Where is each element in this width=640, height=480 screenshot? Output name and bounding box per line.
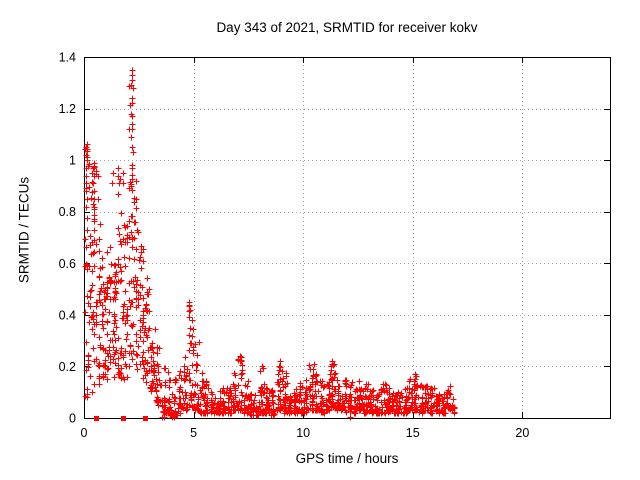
y-tick-label: 1 — [69, 154, 76, 168]
tick-marks — [84, 57, 610, 419]
grid-lines — [84, 57, 610, 418]
x-tick-label: 10 — [296, 426, 310, 440]
data-points-plus — [82, 67, 458, 421]
x-tick-label: 5 — [190, 426, 197, 440]
y-tick-label: 0.6 — [59, 257, 76, 271]
y-tick-label: 0.2 — [59, 360, 76, 374]
x-axis-title: GPS time / hours — [295, 451, 399, 466]
plot-border — [84, 57, 611, 419]
x-tick-label: 0 — [81, 426, 88, 440]
data-point-square — [94, 416, 99, 421]
x-tick-label: 15 — [406, 426, 420, 440]
x-tick-label: 20 — [515, 426, 529, 440]
y-tick-label: 0.4 — [59, 308, 76, 322]
data-point-square — [121, 416, 126, 421]
chart-title: Day 343 of 2021, SRMTID for receiver kok… — [216, 20, 478, 35]
y-tick-label: 1.2 — [59, 102, 76, 116]
y-tick-label: 1.4 — [59, 51, 76, 65]
y-tick-label: 0.8 — [59, 205, 76, 219]
y-tick-label: 0 — [69, 412, 76, 426]
data-point-square — [143, 416, 148, 421]
